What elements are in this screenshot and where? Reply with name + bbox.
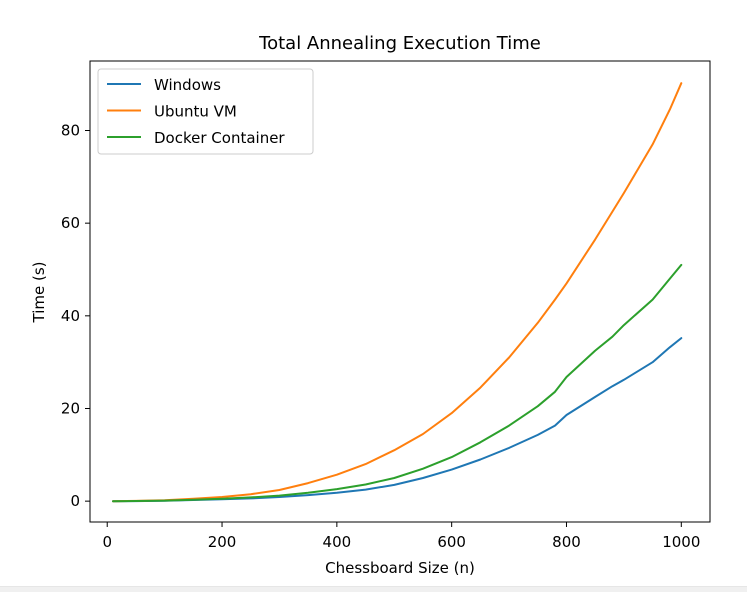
x-tick-label-5: 1000 [662, 533, 700, 551]
y-tick-label-4: 80 [61, 121, 80, 139]
series-line-1 [112, 82, 683, 503]
legend-label-0: Windows [154, 76, 221, 94]
y-axis-label: Time (s) [30, 262, 48, 324]
legend: Windows Ubuntu VM Docker Container [97, 68, 314, 155]
y-tick-label-0: 0 [70, 492, 80, 510]
legend-label-2: Docker Container [154, 129, 285, 147]
legend-box [97, 68, 314, 155]
x-tick-label-0: 0 [102, 533, 112, 551]
chart-title: Total Annealing Execution Time [258, 33, 541, 54]
y-tick-label-1: 20 [61, 399, 80, 417]
bottom-strip [0, 586, 747, 592]
series-layer [112, 82, 683, 503]
y-tick-label-3: 60 [61, 214, 80, 232]
legend-label-1: Ubuntu VM [154, 103, 237, 121]
x-tick-label-4: 800 [552, 533, 581, 551]
y-tick-label-2: 40 [61, 307, 80, 325]
x-tick-label-2: 400 [323, 533, 352, 551]
x-tick-label-1: 200 [208, 533, 237, 551]
series-line-2 [112, 263, 683, 503]
x-axis: 0 200 400 600 800 1000 [102, 522, 700, 551]
x-axis-label: Chessboard Size (n) [325, 559, 475, 577]
x-tick-label-3: 600 [437, 533, 466, 551]
y-axis: 0 20 40 60 80 [61, 121, 90, 510]
